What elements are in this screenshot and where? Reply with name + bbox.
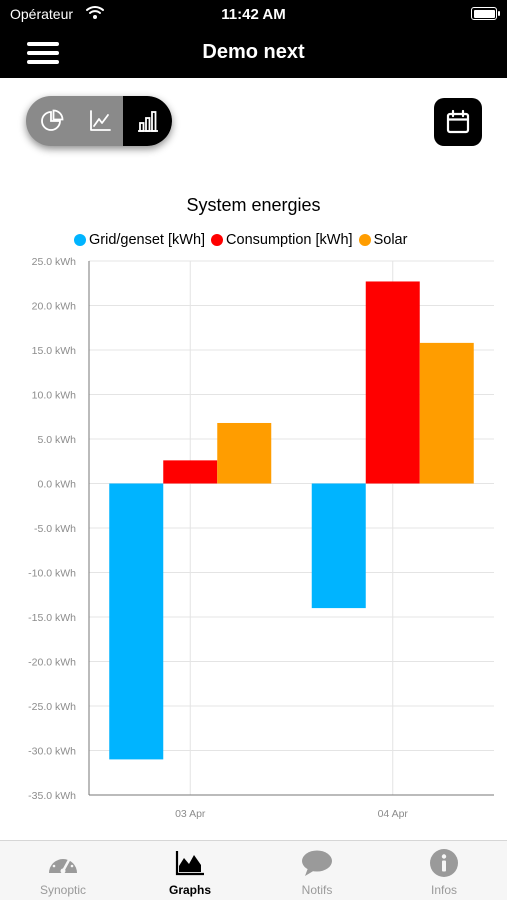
legend-swatch (358, 234, 371, 246)
tab-label: Infos (430, 883, 457, 897)
bar (109, 483, 164, 760)
x-tick-label: 04 Apr (378, 808, 409, 820)
bar-chart-icon[interactable] (123, 96, 172, 146)
legend-item-solar: Solar (358, 232, 408, 248)
pie-chart-icon[interactable] (28, 96, 76, 146)
bar (365, 281, 420, 484)
bar (217, 422, 272, 484)
area-chart-icon (175, 851, 204, 876)
tab-label: Notifs (301, 883, 333, 897)
y-tick-label: 15.0 kWh (32, 345, 77, 357)
y-tick-label: -30.0 kWh (28, 746, 76, 758)
tab-label: Graphs (168, 883, 211, 897)
y-tick-label: -20.0 kWh (28, 657, 76, 669)
bar (163, 460, 218, 484)
chart-title: System energies (186, 195, 321, 215)
tab-infos[interactable]: Infos (381, 847, 507, 900)
clock: 11:42 AM (221, 6, 286, 23)
y-tick-label: 0.0 kWh (37, 479, 76, 491)
page-title: Demo next (202, 41, 305, 63)
speech-bubble-icon (302, 850, 332, 876)
y-tick-label: 10.0 kWh (32, 390, 77, 402)
calendar-button[interactable] (434, 98, 482, 146)
y-tick-label: 25.0 kWh (32, 256, 77, 268)
legend-item-grid: Grid/genset [kWh] (74, 232, 205, 248)
carrier-label: Opérateur (10, 6, 74, 22)
tab-notifs[interactable]: Notifs (254, 847, 380, 900)
legend-item-consumption: Consumption [kWh] (211, 232, 353, 248)
tab-synoptic[interactable]: Synoptic (0, 847, 126, 900)
y-tick-label: -35.0 kWh (28, 790, 76, 802)
y-tick-label: -5.0 kWh (34, 523, 76, 535)
wifi-icon (86, 5, 104, 24)
gauge-icon (49, 854, 77, 874)
x-tick-label: 03 Apr (175, 808, 206, 820)
info-icon (430, 849, 458, 877)
battery-icon (471, 7, 500, 20)
y-tick-label: 5.0 kWh (37, 434, 76, 446)
y-tick-label: -25.0 kWh (28, 701, 76, 713)
calendar-icon (446, 109, 470, 134)
bar (311, 483, 366, 609)
tab-label: Synoptic (39, 883, 87, 897)
hamburger-menu-icon[interactable] (27, 40, 61, 66)
legend-label: Grid/genset [kWh] (89, 232, 206, 248)
legend-swatch (211, 234, 224, 246)
y-tick-label: -10.0 kWh (28, 568, 76, 580)
energy-bar-chart: 25.0 kWh 20.0 kWh 15.0 kWh 10.0 kWh 5.0 kWh 0… (28, 256, 494, 820)
chart-legend: Grid/genset [kWh] Consumption [kWh] Sola… (74, 230, 413, 250)
y-tick-label: 20.0 kWh (32, 301, 77, 313)
tab-bar: Synoptic Graphs Notifs Infos (0, 840, 507, 900)
line-chart-icon[interactable] (76, 96, 124, 146)
legend-swatch (74, 234, 86, 246)
chart-type-toggle (26, 96, 172, 146)
legend-label: Solar (373, 232, 408, 248)
bar (419, 342, 474, 484)
nav-bar: Demo next (0, 28, 507, 78)
y-tick-label: -15.0 kWh (28, 612, 76, 624)
tab-graphs[interactable]: Graphs (127, 847, 253, 900)
legend-label: Consumption [kWh] (226, 232, 353, 248)
status-bar: Opérateur 11:42 AM (0, 0, 507, 28)
